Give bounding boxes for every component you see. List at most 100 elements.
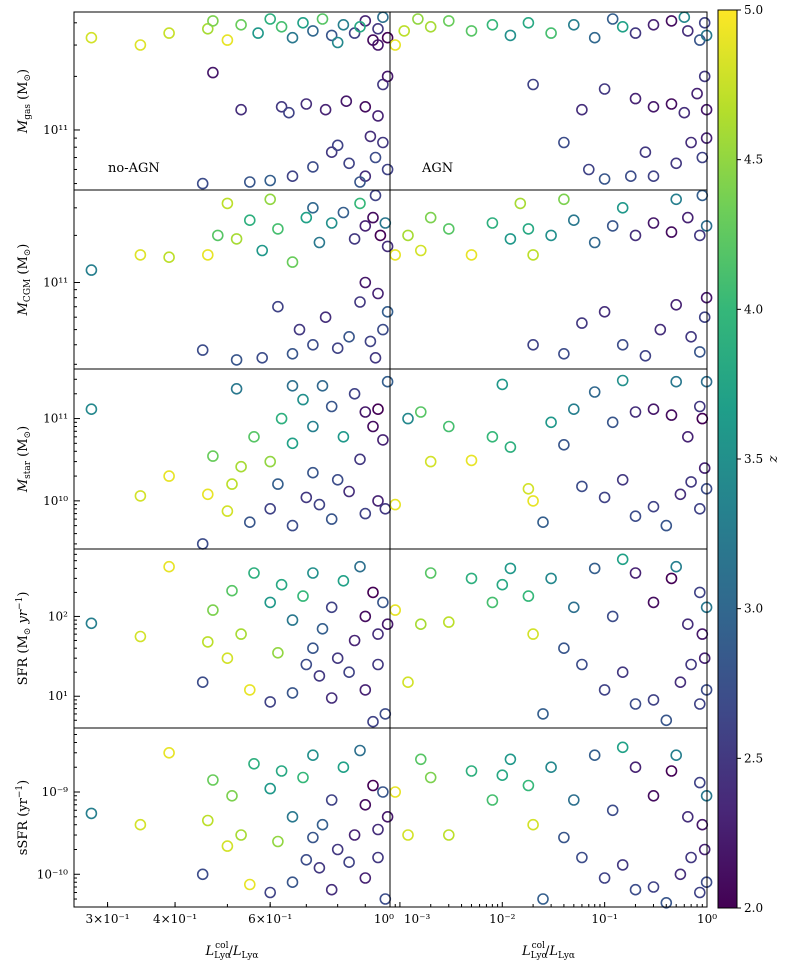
y-axis-label-part: (M bbox=[16, 82, 31, 105]
y-axis-label-part: gas bbox=[23, 104, 33, 120]
data-point bbox=[389, 604, 402, 616]
data-point bbox=[527, 495, 539, 507]
y-axis-label-part: ⊙ bbox=[23, 628, 33, 636]
x-axis-label-part: L bbox=[548, 944, 558, 959]
data-point bbox=[343, 330, 355, 343]
data-point bbox=[377, 596, 389, 609]
data-point bbox=[354, 296, 366, 308]
data-point bbox=[424, 211, 437, 224]
data-point bbox=[496, 578, 509, 591]
data-point bbox=[85, 264, 98, 276]
y-axis-label: MCGM (M⊙) bbox=[16, 244, 33, 317]
data-point bbox=[582, 163, 595, 176]
data-point bbox=[275, 101, 288, 113]
data-point bbox=[337, 761, 350, 774]
data-point bbox=[381, 618, 394, 631]
data-point bbox=[665, 409, 678, 421]
data-point bbox=[402, 412, 414, 425]
data-point bbox=[442, 15, 455, 27]
data-point bbox=[331, 652, 344, 665]
x-axis-label: LLyαcol/LLyα bbox=[205, 941, 259, 961]
data-point bbox=[424, 771, 437, 784]
data-point bbox=[558, 193, 570, 206]
data-point bbox=[293, 323, 306, 336]
data-point bbox=[379, 708, 392, 720]
data-point bbox=[325, 400, 338, 413]
data-point bbox=[616, 553, 629, 566]
data-point bbox=[681, 211, 694, 224]
data-point bbox=[316, 379, 329, 392]
data-point bbox=[264, 174, 277, 187]
data-point bbox=[545, 416, 557, 429]
data-point bbox=[367, 420, 379, 433]
data-point bbox=[364, 130, 377, 143]
y-axis-label-part: ⊙ bbox=[23, 74, 33, 82]
data-point bbox=[337, 574, 350, 587]
data-point bbox=[264, 502, 277, 515]
data-point bbox=[354, 197, 366, 210]
data-point bbox=[286, 810, 299, 823]
data-point bbox=[442, 616, 455, 628]
data-point bbox=[379, 217, 392, 229]
data-point bbox=[367, 586, 379, 599]
data-point bbox=[465, 765, 478, 777]
data-point bbox=[678, 11, 691, 24]
y-axis-label-part: ) bbox=[16, 592, 31, 597]
data-point bbox=[567, 794, 580, 806]
data-point bbox=[545, 761, 557, 774]
data-point bbox=[567, 403, 580, 416]
data-point bbox=[196, 676, 209, 689]
data-point bbox=[377, 786, 389, 798]
data-point bbox=[221, 652, 234, 665]
data-point bbox=[629, 27, 642, 39]
data-point bbox=[616, 666, 629, 679]
data-point bbox=[606, 416, 619, 429]
x-tick-label: 4×10⁻¹ bbox=[153, 912, 197, 926]
data-point bbox=[665, 765, 678, 777]
data-point bbox=[576, 480, 588, 493]
y-axis-label-part: ) bbox=[16, 780, 31, 785]
data-point bbox=[660, 519, 673, 532]
data-point bbox=[670, 560, 683, 573]
data-point bbox=[693, 776, 706, 789]
data-point bbox=[678, 106, 691, 119]
data-point bbox=[624, 170, 637, 182]
x-axis-label-part: L bbox=[205, 944, 215, 959]
data-point bbox=[647, 500, 660, 513]
data-point bbox=[522, 779, 535, 792]
y-axis-label-part: M bbox=[16, 301, 31, 316]
data-point bbox=[207, 15, 219, 27]
x-tick-label: 10⁰ bbox=[374, 912, 394, 926]
x-axis-label-part: / bbox=[545, 944, 550, 959]
data-point bbox=[629, 229, 642, 242]
y-axis-label-part: M bbox=[16, 478, 31, 493]
data-point bbox=[300, 98, 313, 110]
data-point bbox=[235, 829, 247, 841]
panel-SFR-AGN bbox=[389, 548, 713, 729]
x-axis-label-part: Lyα bbox=[558, 951, 575, 961]
colorbar-tick-label: 3.5 bbox=[744, 452, 763, 466]
data-point bbox=[202, 488, 214, 501]
data-point bbox=[693, 698, 706, 710]
data-point bbox=[389, 39, 402, 51]
data-point bbox=[696, 412, 709, 425]
data-point bbox=[424, 20, 437, 33]
data-point bbox=[235, 103, 247, 116]
y-axis-label-part: yr bbox=[16, 609, 31, 627]
data-point bbox=[381, 810, 394, 823]
data-point bbox=[381, 375, 394, 388]
panel-frame bbox=[73, 368, 391, 550]
data-point bbox=[337, 206, 350, 219]
data-point bbox=[272, 300, 284, 313]
data-point bbox=[670, 375, 683, 388]
data-point bbox=[504, 233, 517, 245]
data-point bbox=[588, 386, 601, 398]
colorbar: 2.0 2.5 3.0 3.5 4.0 4.5 5.0 z bbox=[717, 3, 781, 915]
data-point bbox=[398, 25, 411, 37]
data-point bbox=[272, 223, 284, 235]
data-point bbox=[248, 430, 260, 443]
data-point bbox=[244, 684, 256, 696]
data-point bbox=[647, 170, 660, 182]
data-point bbox=[379, 502, 392, 515]
data-point bbox=[163, 746, 175, 759]
